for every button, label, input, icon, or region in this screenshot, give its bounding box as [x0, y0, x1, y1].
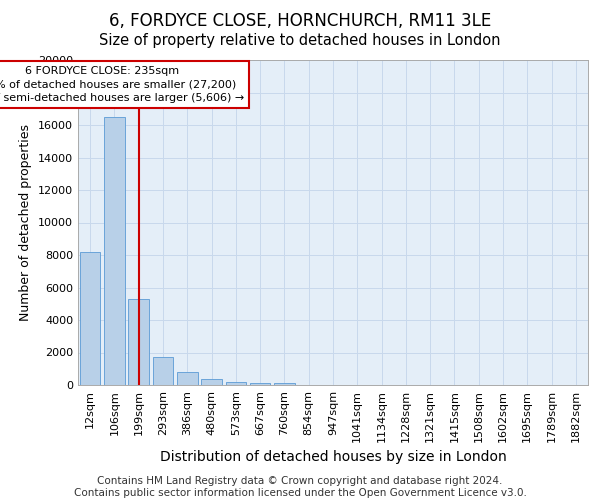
- Text: Contains HM Land Registry data © Crown copyright and database right 2024.
Contai: Contains HM Land Registry data © Crown c…: [74, 476, 526, 498]
- Bar: [250, 382, 271, 385]
- Text: 6, FORDYCE CLOSE, HORNCHURCH, RM11 3LE: 6, FORDYCE CLOSE, HORNCHURCH, RM11 3LE: [109, 12, 491, 30]
- Bar: [201, 380, 222, 385]
- X-axis label: Distribution of detached houses by size in London: Distribution of detached houses by size …: [160, 450, 506, 464]
- Text: Size of property relative to detached houses in London: Size of property relative to detached ho…: [99, 32, 501, 48]
- Bar: [152, 356, 173, 385]
- Bar: [177, 372, 197, 385]
- Text: 6 FORDYCE CLOSE: 235sqm
← 83% of detached houses are smaller (27,200)
17% of sem: 6 FORDYCE CLOSE: 235sqm ← 83% of detache…: [0, 66, 244, 103]
- Bar: [226, 382, 246, 385]
- Bar: [80, 252, 100, 385]
- Y-axis label: Number of detached properties: Number of detached properties: [19, 124, 32, 321]
- Bar: [274, 384, 295, 385]
- Bar: [128, 299, 149, 385]
- Bar: [104, 117, 125, 385]
